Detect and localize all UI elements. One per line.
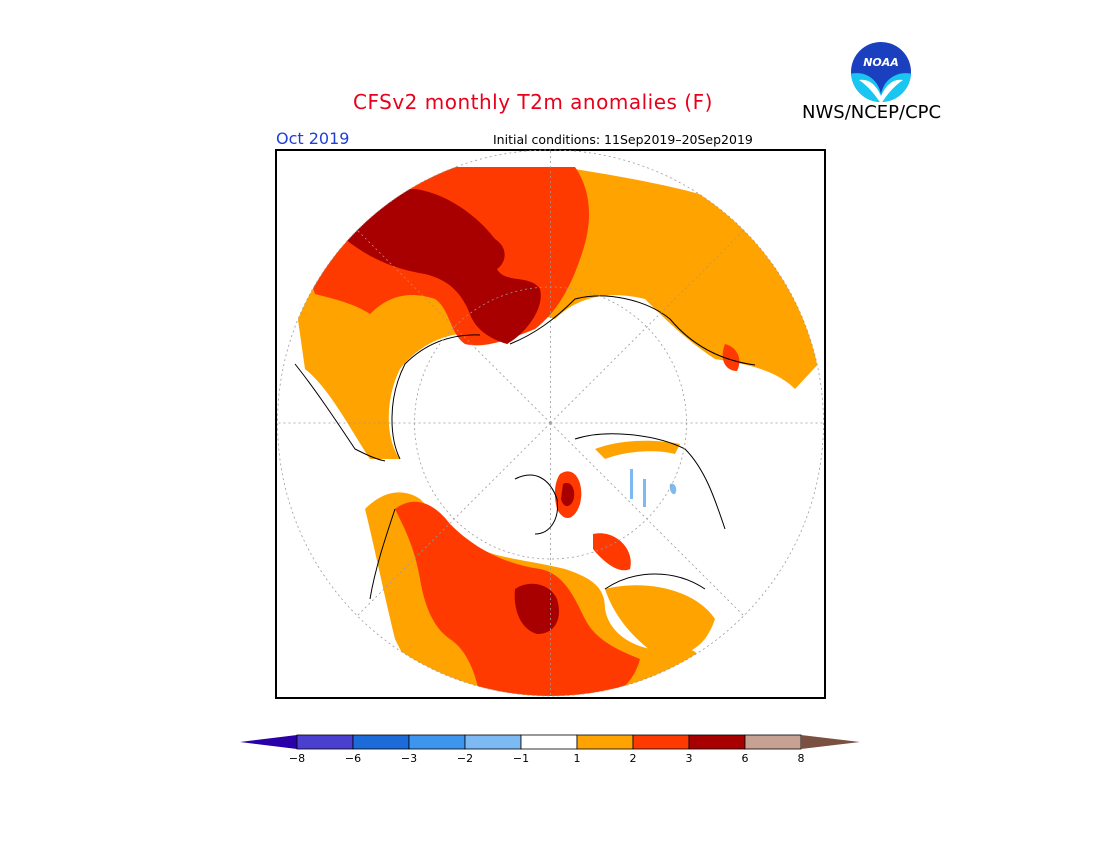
region-canada-anom-2-3 [593, 533, 631, 571]
graticule [277, 149, 824, 697]
colorbar-high-arrow [801, 735, 860, 749]
colorbar-bin [464, 734, 522, 750]
colorbar-bin [632, 734, 690, 750]
colorbar-bin [520, 734, 578, 750]
region-europe-anom-1-2 [605, 585, 715, 656]
region-eurasia-anom-3-6 [345, 189, 541, 344]
colorbar: −8 −6 −3 −2 −1 1 2 3 6 8 [240, 734, 860, 765]
colorbar-bin [744, 734, 802, 750]
colorbar-low-arrow [240, 735, 297, 749]
colorbar-tick-label: −2 [457, 752, 473, 765]
polar-map [275, 149, 826, 699]
colorbar-tick-label: 3 [686, 752, 693, 765]
colorbar-bin [688, 734, 746, 750]
colorbar-tick-label: 1 [574, 752, 581, 765]
colorbar-tick-label: −1 [513, 752, 529, 765]
region-siberia-anom-2-3 [722, 344, 740, 371]
region-cold-patch-2 [669, 483, 677, 495]
valid-month-label: Oct 2019 [276, 129, 350, 148]
region-cold-patch-1 [630, 469, 633, 499]
colorbar-bin [576, 734, 634, 750]
initial-conditions-label: Initial conditions: 11Sep2019–20Sep2019 [493, 132, 753, 147]
noaa-logo-icon: NOAA [851, 42, 911, 102]
chart-title: CFSv2 monthly T2m anomalies (F) [353, 90, 713, 114]
region-hudson-anom-3-6 [514, 583, 559, 634]
coastlines [294, 295, 756, 600]
logo-text: NOAA [863, 56, 899, 69]
colorbar-tick-label: 6 [742, 752, 749, 765]
colorbar-tick-label: −8 [289, 752, 305, 765]
region-greenland-anom-3-6 [561, 482, 575, 507]
colorbar-bin [296, 734, 354, 750]
region-scandinavia-anom-1-2 [595, 440, 680, 459]
colorbar-tick-label: 8 [798, 752, 805, 765]
agency-label: NWS/NCEP/CPC [802, 102, 942, 123]
colorbar-tick-label: 2 [630, 752, 637, 765]
colorbar-bin [352, 734, 410, 750]
colorbar-tick-label: −6 [345, 752, 361, 765]
colorbar-tick-label: −3 [401, 752, 417, 765]
region-cold-patch-3 [643, 479, 646, 507]
colorbar-bin [408, 734, 466, 750]
